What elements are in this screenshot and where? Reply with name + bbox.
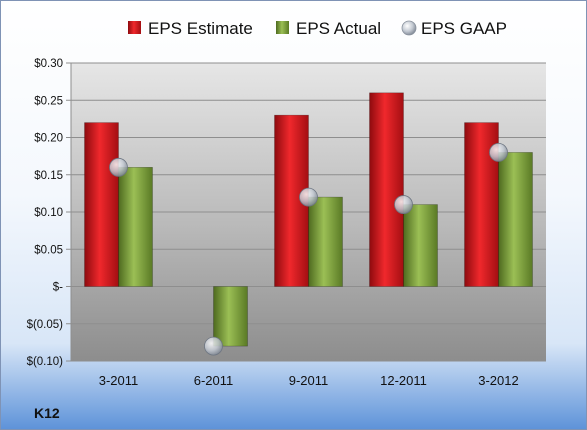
bar-eps-estimate <box>369 92 404 287</box>
x-axis: 3-2011 6-2011 9-2011 12-2011 3-2012 <box>99 373 519 388</box>
legend-label-gaap: EPS GAAP <box>421 19 507 38</box>
y-tick-label: $0.30 <box>34 58 63 70</box>
legend-swatch-actual <box>276 21 289 34</box>
legend-label-estimate: EPS Estimate <box>148 19 253 38</box>
x-tick-label: 9-2011 <box>289 373 329 388</box>
bar-eps-estimate <box>84 122 119 287</box>
x-tick-label: 6-2011 <box>194 373 234 388</box>
x-tick-label: 3-2011 <box>99 373 139 388</box>
marker-eps-gaap <box>489 142 508 162</box>
y-tick-label: $(0.05) <box>27 319 64 331</box>
legend-swatch-gaap <box>401 20 417 36</box>
x-tick-label: 3-2012 <box>478 373 518 388</box>
y-tick-label: $0.20 <box>34 133 63 145</box>
bars <box>84 92 533 347</box>
bar-eps-actual <box>213 286 248 347</box>
bar-eps-actual <box>118 167 153 287</box>
marker-eps-gaap <box>109 157 128 177</box>
y-tick-label: $0.05 <box>34 244 63 256</box>
legend-swatch-estimate <box>128 21 141 34</box>
y-tick-label: $0.10 <box>34 207 63 219</box>
bar-eps-actual <box>308 196 343 287</box>
y-axis: $0.30 $0.25 $0.20 $0.15 $0.10 $0.05 $- $(0.05) $… <box>27 58 72 368</box>
y-tick-label: $- <box>53 282 63 294</box>
bar-eps-actual <box>498 152 533 287</box>
marker-eps-gaap <box>299 187 318 207</box>
marker-eps-gaap <box>394 195 413 214</box>
brand-label: K12 <box>34 405 60 421</box>
legend-label-actual: EPS Actual <box>296 19 381 38</box>
bar-eps-actual <box>403 204 438 287</box>
y-tick-label: $(0.10) <box>27 356 64 368</box>
x-tick-label: 12-2011 <box>380 373 427 388</box>
y-tick-label: $0.25 <box>34 95 63 107</box>
y-tick-label: $0.15 <box>34 170 63 182</box>
legend: EPS Estimate EPS Actual EPS GAAP <box>128 19 507 38</box>
gaap-markers <box>109 142 508 356</box>
marker-eps-gaap <box>204 336 223 356</box>
